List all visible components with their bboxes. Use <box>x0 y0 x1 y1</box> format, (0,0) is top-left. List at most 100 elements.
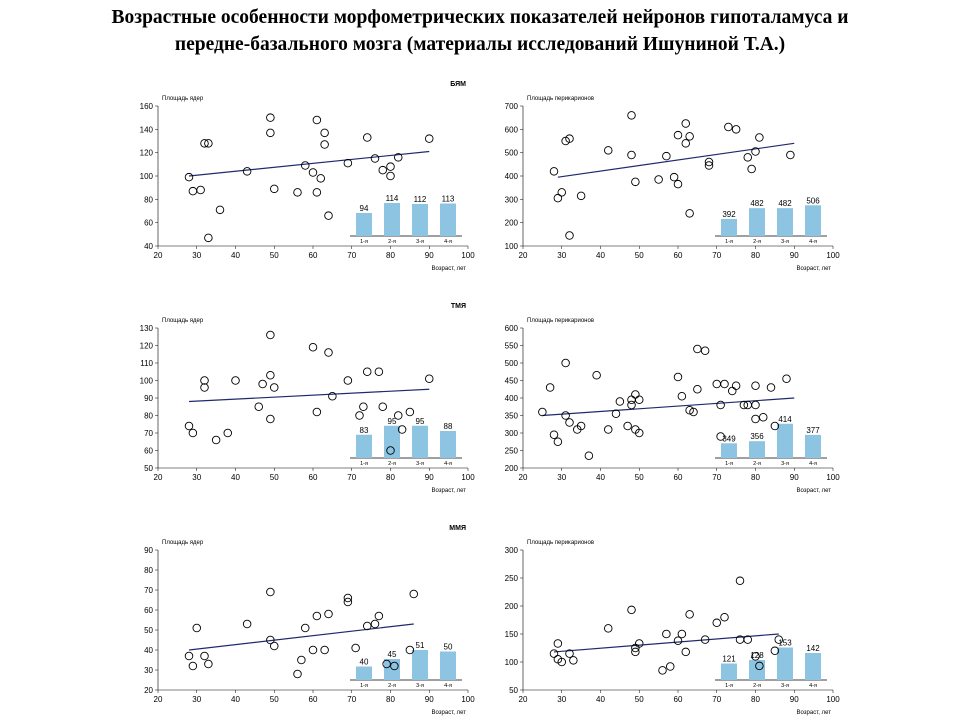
x-tick-label: 60 <box>309 473 318 482</box>
inset-bar-category: 3-я <box>781 461 789 467</box>
section-label: ММЯ <box>449 525 466 532</box>
scatter-point <box>627 605 636 615</box>
scatter-point <box>192 623 202 633</box>
inset-bar <box>356 213 372 236</box>
scatter-point <box>324 211 333 220</box>
y-tick-label: 250 <box>505 574 519 583</box>
scatter-point <box>755 661 764 671</box>
chart-tmya-perikaryon: Площадь перикарионов 200 250 300 350 400 450 50… <box>505 300 845 495</box>
inset-bar-category: 3-я <box>781 683 789 689</box>
trend-line <box>188 388 430 403</box>
chart-svg: Площадь перикарионов 100 200 300 400 500 600 70… <box>505 96 841 272</box>
scatter-point <box>308 343 318 352</box>
scatter-point <box>654 175 663 184</box>
y-tick-label: 100 <box>140 172 154 181</box>
inset-bar-value: 142 <box>806 644 820 653</box>
x-tick-label: 100 <box>461 251 475 260</box>
inset-bar-value: 112 <box>414 195 427 204</box>
scatter-point <box>293 669 302 679</box>
scatter-point <box>766 383 776 392</box>
x-tick-label: 40 <box>231 695 240 704</box>
scatter-point <box>269 184 279 194</box>
scatter-point <box>758 412 768 422</box>
x-tick-label: 50 <box>635 473 644 482</box>
inset-bar-value: 95 <box>388 417 397 426</box>
scatter-point <box>316 174 325 183</box>
scatter-point <box>188 428 198 438</box>
inset-bar-value: 121 <box>722 655 736 664</box>
y-tick-label: 40 <box>144 242 153 251</box>
inset-bar-value: 482 <box>778 199 792 208</box>
scatter-point <box>320 645 329 655</box>
scatter-point <box>634 428 644 438</box>
scatter-point <box>297 655 306 665</box>
x-tick-label: 50 <box>635 251 644 260</box>
y-tick-label: 130 <box>140 324 154 333</box>
scatter-point <box>184 651 194 661</box>
scatter-point <box>242 167 252 176</box>
x-tick-label: 20 <box>519 695 528 704</box>
trend-line <box>542 397 795 417</box>
scatter-point <box>603 146 613 155</box>
inset-bar-category: 1-я <box>725 239 733 245</box>
y-tick-label: 550 <box>505 342 519 351</box>
scatter-point <box>386 162 395 171</box>
inset-bar-chart: 94 1-я 114 2-я 112 3-я 113 4-я <box>350 194 462 245</box>
scatter-point <box>269 641 279 651</box>
scatter-point <box>739 400 749 410</box>
scatter-point <box>704 161 714 170</box>
x-tick-label: 100 <box>461 473 475 482</box>
inset-bar-value: 45 <box>388 650 397 659</box>
scatter-point <box>312 115 322 125</box>
y-tick-label: 160 <box>140 102 154 111</box>
inset-bar-category: 2-я <box>753 683 761 689</box>
x-tick-label: 40 <box>596 251 605 260</box>
scatter-point <box>743 153 752 162</box>
chart-tmya-nuclei: ТМЯ Площадь ядер 50 60 70 80 90 100 110 120 130 20 3… <box>140 300 480 495</box>
scatter-point <box>320 128 329 138</box>
scatter-point <box>188 661 198 671</box>
x-tick-label: 30 <box>557 251 566 260</box>
scatter-point <box>258 379 267 389</box>
scatter-point <box>751 400 760 410</box>
trend-line <box>188 150 430 177</box>
scatter-point <box>634 639 644 648</box>
inset-bar-category: 4-я <box>444 461 452 467</box>
inset-bar <box>777 647 793 680</box>
scatter-point <box>685 132 694 141</box>
scatter-point <box>770 646 780 656</box>
scatter-point <box>751 652 760 661</box>
scatter-point <box>565 231 574 240</box>
scatter-point <box>685 209 694 218</box>
scatter-point <box>386 446 395 455</box>
inset-bar-chart: 121 1-я 128 2-я 153 3-я 142 4-я <box>715 639 827 689</box>
scatter-point <box>731 125 741 134</box>
x-tick-label: 40 <box>231 473 240 482</box>
scatter-point <box>351 643 360 653</box>
scatter-point <box>700 635 710 644</box>
inset-bar <box>805 653 821 680</box>
scatter-point <box>378 402 387 411</box>
y-tick-label: 50 <box>144 464 153 473</box>
scatter-point <box>370 619 380 629</box>
inset-bar <box>412 650 428 680</box>
scatter-point <box>549 649 559 658</box>
y-tick-label: 80 <box>144 412 153 421</box>
inset-bar-value: 83 <box>360 426 369 435</box>
inset-bar <box>805 205 821 236</box>
scatter-point <box>204 233 213 243</box>
inset-bar-value: 349 <box>722 434 736 443</box>
y-tick-label: 60 <box>144 219 153 228</box>
scatter-point <box>393 411 403 420</box>
page-title-line-2: передне-базального мозга (материалы иссл… <box>174 34 786 55</box>
chart-svg: Площадь перикарионов 200 250 300 350 400 450 50… <box>505 318 841 494</box>
scatter-point <box>712 379 721 389</box>
inset-bar-value: 153 <box>778 639 792 648</box>
inset-bar <box>440 651 456 680</box>
scatter-point <box>393 153 403 162</box>
scatter-point <box>747 164 756 174</box>
y-tick-label: 60 <box>144 447 153 456</box>
scatter-point <box>362 133 372 142</box>
trend-line <box>553 633 779 653</box>
scatter-point <box>204 659 213 669</box>
